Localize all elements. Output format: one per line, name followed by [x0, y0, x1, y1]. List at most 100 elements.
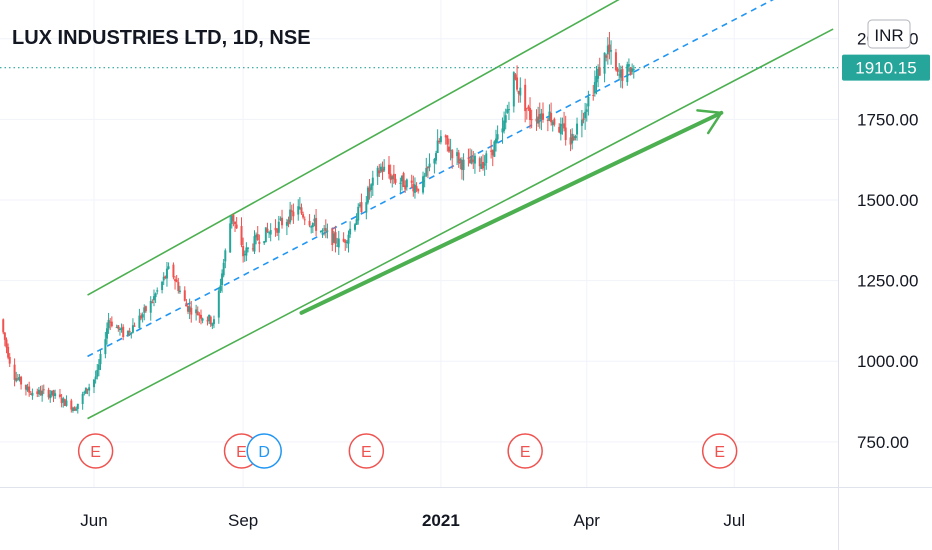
currency-button-frame[interactable] — [867, 19, 911, 49]
candle-body — [243, 254, 246, 256]
candle-body — [292, 211, 295, 217]
currency-label[interactable]: INR — [874, 26, 903, 45]
candle-body — [457, 152, 460, 164]
candle-body — [462, 159, 465, 170]
candle-body — [460, 160, 463, 170]
event-marker-e[interactable]: E — [77, 433, 114, 469]
candle-body — [8, 356, 11, 364]
trend-arrow-head — [696, 109, 723, 135]
candle-body — [400, 175, 403, 182]
candle-body — [209, 316, 212, 325]
candle-body — [28, 386, 31, 393]
candle-body — [313, 218, 316, 222]
candle-body — [235, 224, 238, 229]
candle-body — [311, 223, 314, 228]
event-marker-circle[interactable] — [348, 433, 385, 469]
event-marker-label[interactable]: E — [90, 444, 101, 461]
candle-body — [37, 389, 40, 395]
grid-lines — [0, 0, 838, 487]
candle-body — [212, 319, 215, 325]
price-tick-label: 1750.00 — [857, 110, 918, 129]
candle-body — [154, 293, 157, 298]
candle-body — [342, 238, 345, 242]
candle-body — [246, 247, 249, 249]
candle-body — [110, 321, 113, 327]
candle-body — [631, 68, 634, 72]
candle-body — [383, 166, 386, 171]
candle-body — [50, 390, 53, 396]
candle-body — [255, 234, 258, 238]
candle-body — [405, 179, 408, 188]
candle-body — [144, 306, 147, 312]
candle-body — [190, 307, 193, 315]
candle-body — [559, 123, 562, 135]
candle-body — [496, 134, 499, 140]
candle-body — [584, 111, 587, 119]
event-marker-e[interactable]: E — [348, 433, 385, 469]
candle-body — [253, 236, 256, 252]
time-tick-label: 2021 — [422, 511, 460, 530]
candle-body — [598, 67, 601, 76]
event-marker-circle[interactable] — [507, 433, 543, 469]
candle-body — [371, 177, 374, 186]
event-marker-circle[interactable] — [246, 433, 282, 469]
candle-body — [133, 325, 136, 327]
price-tick-label: 1000.00 — [857, 352, 918, 371]
candle-body — [478, 158, 481, 167]
candle-body — [274, 227, 277, 231]
candle-body — [201, 318, 204, 321]
candle-body — [413, 184, 416, 193]
candle-body — [16, 378, 19, 380]
event-marker-label[interactable]: E — [361, 444, 372, 461]
candle-body — [456, 152, 459, 157]
candle-body — [558, 126, 561, 133]
candle-body — [127, 330, 130, 336]
candle-body — [616, 68, 619, 72]
candle-body — [118, 328, 121, 331]
candle-body — [161, 281, 164, 291]
event-marker-e[interactable]: E — [507, 433, 543, 469]
time-tick-label: Apr — [574, 511, 601, 530]
trend-arrow-shaft — [299, 110, 724, 315]
event-marker-e[interactable]: E — [701, 433, 738, 469]
event-marker-d[interactable]: D — [246, 433, 282, 469]
candle-body — [355, 219, 358, 225]
event-marker-label[interactable]: E — [714, 444, 725, 461]
candle-body — [268, 232, 271, 234]
candle-body — [164, 276, 167, 278]
candle-body — [415, 186, 418, 190]
candle-body — [285, 222, 288, 226]
candle-body — [54, 393, 57, 397]
candle-body — [391, 176, 394, 179]
candle-body — [491, 149, 494, 156]
candle-body — [482, 161, 485, 169]
event-marker-circle[interactable] — [77, 433, 114, 469]
candle-body — [279, 218, 282, 220]
candle-body — [242, 245, 245, 257]
candle-body — [251, 248, 254, 250]
candle-body — [60, 398, 63, 404]
candle-body — [120, 328, 123, 330]
candle-body — [538, 114, 541, 120]
candle-body — [109, 321, 112, 323]
event-marker-label[interactable]: E — [520, 444, 531, 461]
candle-body — [81, 393, 84, 404]
last-price-value: 1910.15 — [855, 59, 916, 78]
candle-body — [310, 226, 313, 228]
candle-body — [576, 123, 579, 135]
candle-body — [208, 315, 211, 322]
candle-body — [353, 224, 356, 230]
candle-body — [211, 323, 214, 326]
candle-body — [177, 282, 180, 291]
event-marker-circle[interactable] — [701, 433, 738, 469]
event-marker-label[interactable]: E — [236, 444, 247, 461]
candle-body — [165, 268, 168, 279]
candle-body — [603, 52, 606, 74]
currency-button[interactable]: INR — [867, 19, 911, 49]
candle-body — [49, 394, 52, 399]
event-marker-label[interactable]: D — [258, 444, 270, 461]
candle-body — [71, 408, 74, 411]
candle-body — [2, 319, 5, 333]
